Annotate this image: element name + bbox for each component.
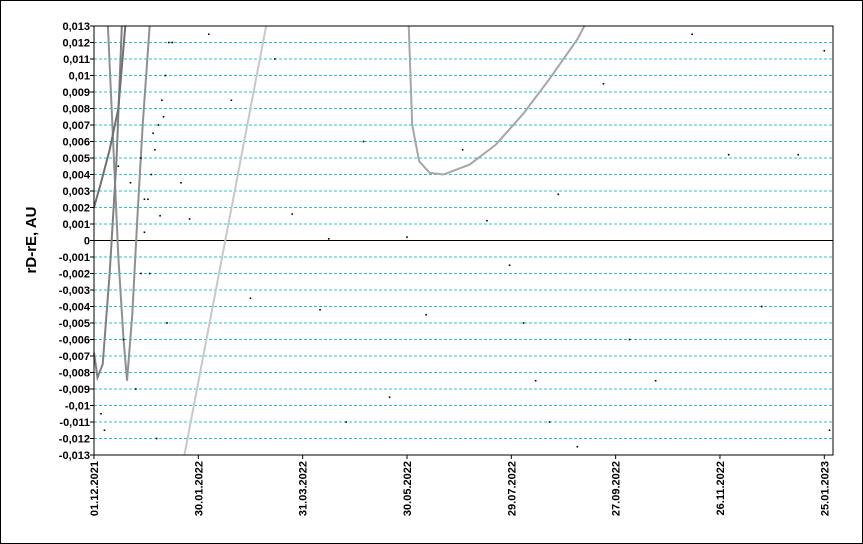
data-point — [274, 58, 276, 60]
y-tick-label: -0,001 — [59, 252, 90, 264]
y-tick-label: -0,011 — [59, 417, 90, 429]
data-point — [152, 132, 154, 135]
y-tick-label: -0,009 — [59, 384, 90, 396]
x-tick-label: 31.03.2022 — [298, 461, 310, 516]
y-tick-label: -0,008 — [59, 368, 90, 380]
data-point — [522, 322, 525, 324]
data-point — [727, 153, 730, 156]
data-point — [162, 115, 165, 118]
data-point — [406, 236, 408, 238]
data-point — [159, 214, 161, 217]
y-tick-label: 0,008 — [62, 104, 90, 116]
data-point — [103, 429, 106, 432]
y-tick-label: -0,007 — [59, 351, 90, 363]
data-point — [388, 396, 391, 399]
data-point — [167, 41, 170, 44]
data-point — [140, 157, 142, 159]
data-point — [797, 153, 800, 156]
data-point — [166, 322, 168, 324]
data-point — [147, 198, 149, 201]
data-point — [486, 219, 488, 222]
y-tick-label: -0,003 — [59, 285, 90, 297]
data-point — [140, 272, 142, 275]
data-point — [291, 213, 294, 215]
data-point — [534, 379, 537, 382]
data-point — [155, 437, 158, 440]
y-tick-label: 0,012 — [62, 38, 90, 50]
data-point — [180, 181, 182, 184]
data-point — [171, 41, 174, 44]
y-tick-label: -0,012 — [59, 434, 90, 446]
y-tick-label: 0,01 — [69, 71, 90, 83]
data-point — [134, 388, 137, 390]
data-point — [319, 309, 321, 311]
data-point — [157, 124, 160, 126]
data-point — [508, 264, 511, 267]
data-point — [164, 74, 167, 77]
y-tick-label: 0,011 — [63, 54, 90, 66]
y-tick-label: 0 — [84, 236, 90, 248]
data-point — [628, 338, 631, 341]
data-point — [100, 412, 102, 415]
series-line — [93, 25, 123, 382]
y-tick-label: 0,003 — [62, 186, 90, 198]
data-point — [461, 148, 464, 151]
data-point — [557, 193, 560, 196]
data-point — [129, 181, 132, 184]
y-tick-label: 0,013 — [62, 21, 90, 33]
y-tick-label: 0,007 — [62, 120, 90, 132]
y-tick-label: 0,001 — [62, 219, 90, 231]
y-tick-label: 0,005 — [62, 153, 90, 165]
y-tick-label: -0,004 — [59, 302, 91, 314]
y-tick-label: -0,005 — [59, 318, 90, 330]
series-line — [183, 25, 268, 456]
data-point — [148, 272, 151, 275]
y-tick-label: 0,009 — [62, 87, 90, 99]
data-point — [327, 238, 330, 240]
data-point — [161, 99, 163, 102]
data-point — [425, 313, 427, 316]
y-tick-label: -0,01 — [65, 401, 90, 413]
data-point — [654, 379, 657, 382]
y-axis-label: rD-rE, AU — [23, 207, 40, 274]
x-tick-label: 29.07.2022 — [506, 461, 518, 516]
data-point — [117, 165, 120, 168]
plot-border — [93, 25, 834, 456]
y-tick-label: -0,013 — [59, 450, 90, 462]
data-point — [828, 429, 831, 432]
x-tick-label: 25.01.2023 — [819, 461, 831, 516]
series-line — [407, 25, 586, 176]
series-line — [93, 25, 127, 208]
y-tick-label: 0,004 — [62, 170, 90, 182]
data-point — [823, 49, 826, 52]
x-tick-label: 30.05.2022 — [402, 461, 414, 516]
data-point — [154, 148, 156, 151]
y-tick-label: -0,006 — [59, 335, 90, 347]
y-tick-label: 0,002 — [62, 203, 90, 215]
x-tick-label: 30.01.2022 — [193, 461, 205, 516]
data-point — [207, 33, 210, 36]
x-tick-label: 01.12.2021 — [89, 461, 101, 516]
data-point — [760, 305, 763, 308]
data-point — [230, 99, 233, 102]
data-point — [602, 82, 605, 85]
data-point — [188, 218, 191, 220]
data-point — [150, 173, 153, 176]
data-point — [122, 338, 125, 341]
x-tick-label: 26.11.2022 — [715, 461, 727, 515]
data-point — [548, 421, 551, 423]
data-point — [249, 297, 252, 300]
data-point — [345, 421, 347, 423]
y-tick-label: 0,006 — [62, 137, 90, 149]
y-tick-label: -0,002 — [59, 269, 90, 281]
data-point — [362, 140, 365, 143]
data-point — [143, 231, 146, 234]
data-point — [143, 198, 146, 201]
data-point — [576, 445, 579, 448]
x-tick-label: 27.09.2022 — [611, 461, 623, 516]
data-point — [691, 33, 693, 36]
